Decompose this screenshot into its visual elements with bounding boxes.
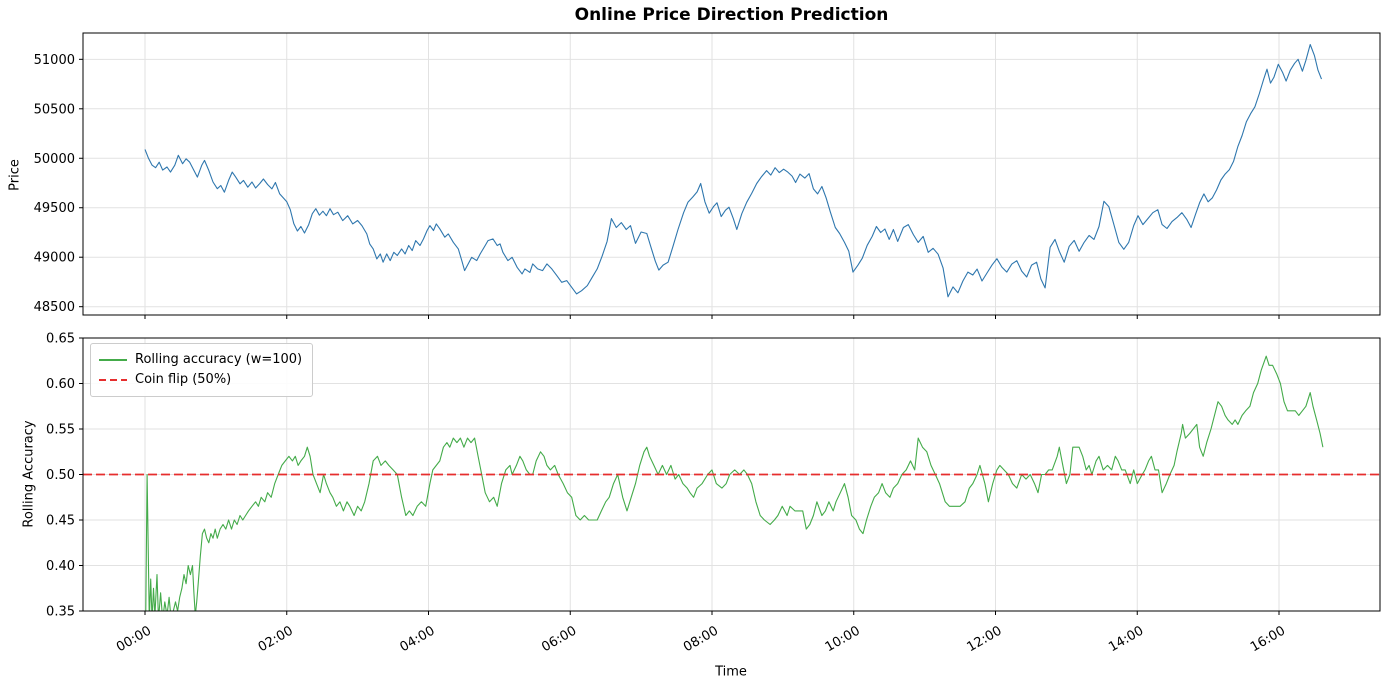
rolling-accuracy-line-swatch [99,359,127,361]
accuracy-y-tick-label: 0.45 [46,514,75,529]
accuracy-y-tick-label: 0.55 [46,423,75,438]
x-tick-label: 00:00 [114,623,154,655]
accuracy-y-axis-label: Rolling Accuracy [21,420,37,528]
price-y-tick-label: 50000 [34,152,75,167]
accuracy-y-tick-label: 0.50 [46,468,75,483]
x-tick-label: 16:00 [1248,623,1288,655]
x-tick-label: 06:00 [539,623,579,655]
x-tick-label: 04:00 [398,623,438,655]
price-axes-spines [82,32,1381,316]
coin-flip-line-swatch [99,379,127,381]
legend-entry-coin-flip: Coin flip (50%) [99,370,302,390]
accuracy-y-tick-label: 0.60 [46,377,75,392]
x-tick-label: 12:00 [965,623,1005,655]
accuracy-y-tick-label: 0.35 [46,605,75,620]
price-y-axis-label: Price [7,159,23,191]
price-line [144,43,1323,298]
accuracy-y-tick-label: 0.65 [46,332,75,347]
figure-title: Online Price Direction Prediction [574,5,889,25]
accuracy-line [145,355,1324,611]
price-plot-area [83,33,1380,315]
legend-label-rolling-accuracy: Rolling accuracy (w=100) [135,352,303,367]
price-y-tick-label: 51000 [34,53,75,68]
x-tick-label: 08:00 [681,623,721,655]
price-y-tick-label: 48500 [34,300,75,315]
legend-label-coin-flip: Coin flip (50%) [135,372,232,387]
x-tick-label: 10:00 [823,623,863,655]
price-y-tick-label: 50500 [34,102,75,117]
x-tick-label: 02:00 [256,623,296,655]
accuracy-y-tick-label: 0.40 [46,559,75,574]
x-tick-label: 14:00 [1106,623,1146,655]
price-y-tick-label: 49000 [34,251,75,266]
legend: Rolling accuracy (w=100) Coin flip (50%) [90,343,314,397]
time-x-axis-label: Time [715,664,747,680]
legend-entry-rolling-accuracy: Rolling accuracy (w=100) [99,350,302,370]
price-y-tick-label: 49500 [34,201,75,216]
